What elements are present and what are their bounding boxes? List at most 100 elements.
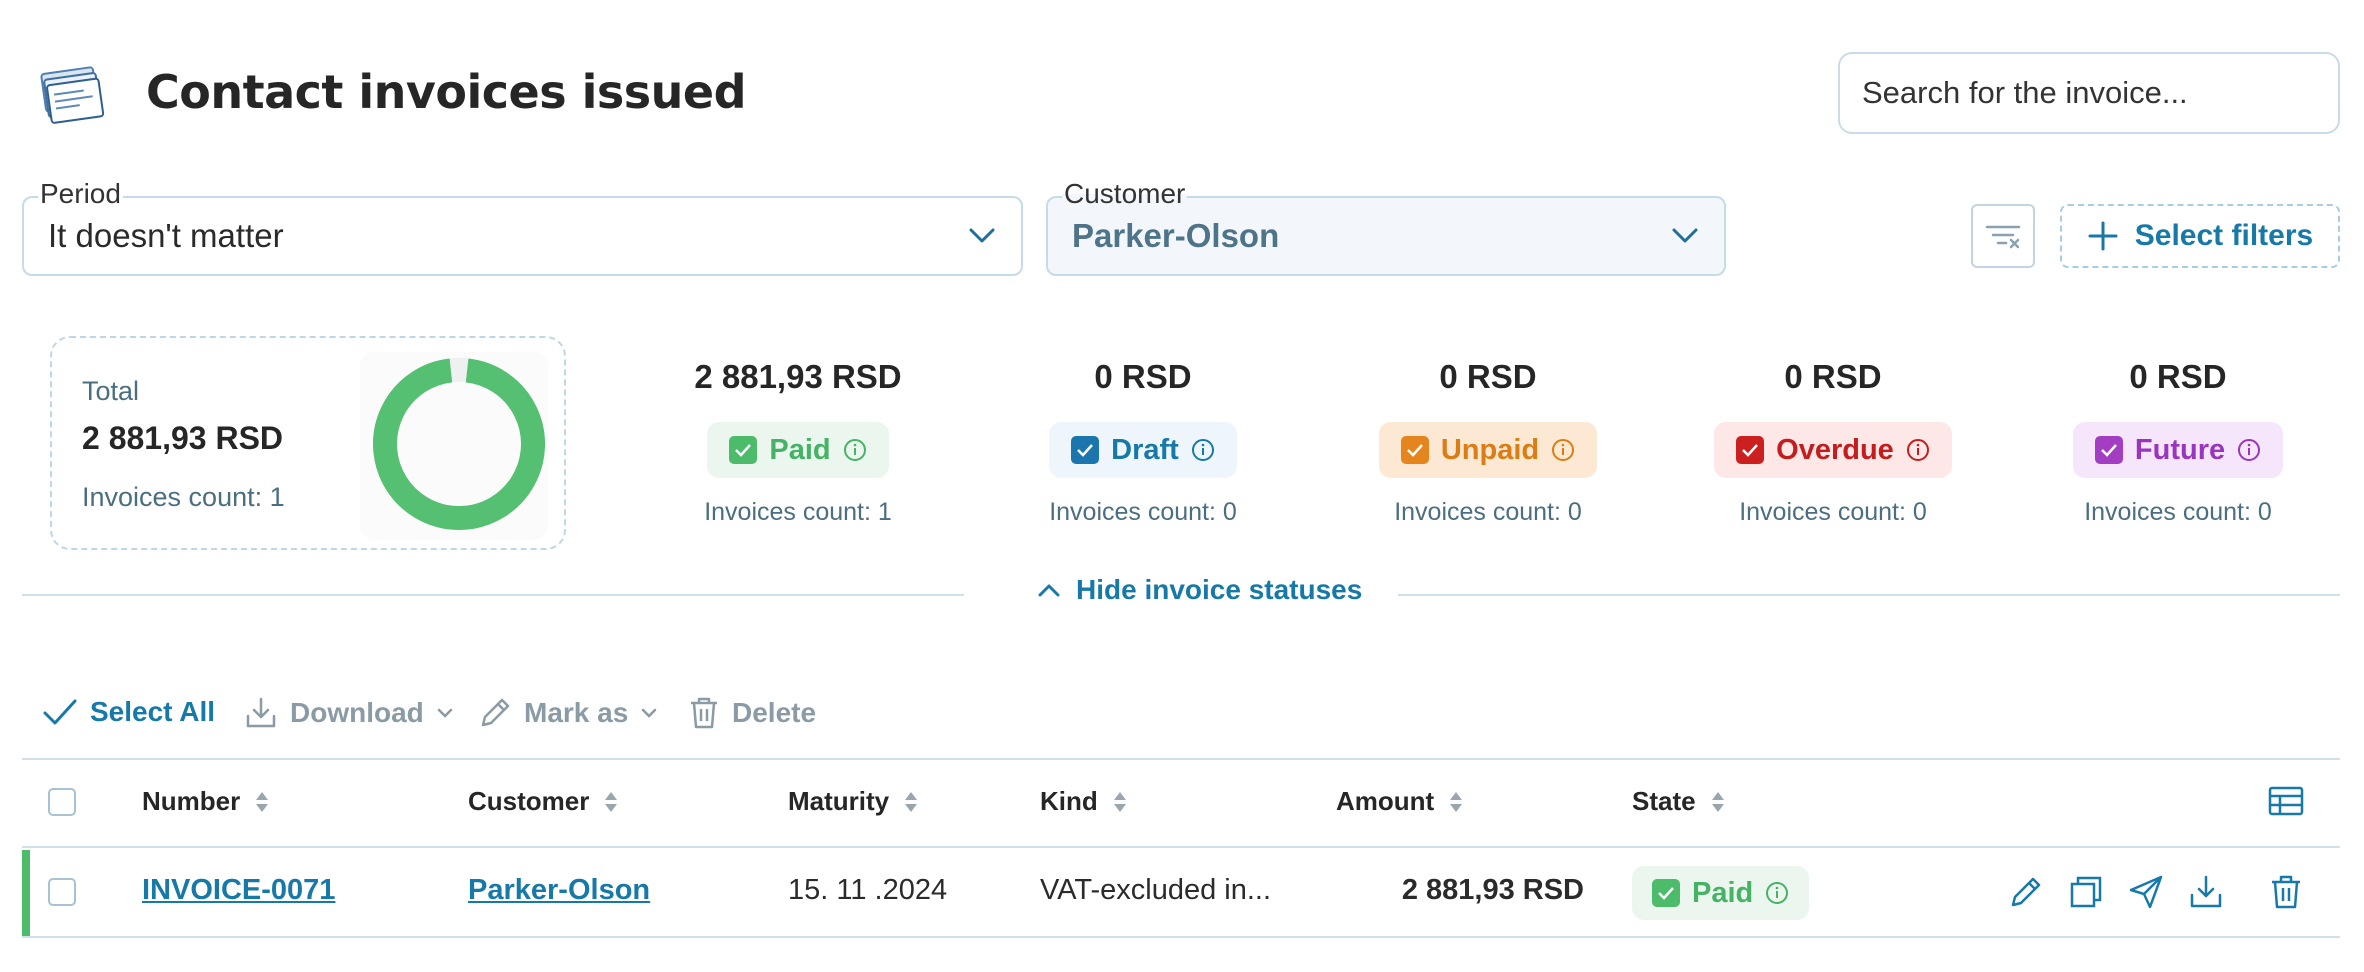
chevron-down-icon [969,228,995,243]
download-button[interactable]: Download [244,696,454,730]
search-input[interactable] [1838,52,2340,134]
invoice-number-link[interactable]: INVOICE-0071 [142,874,336,906]
kind-cell: VAT-excluded in... [1040,874,1272,906]
chevron-down-icon [1672,228,1698,243]
info-icon[interactable] [1906,438,1930,462]
checkbox-checked-icon [2094,436,2123,464]
column-header-label: Amount [1336,786,1435,816]
info-icon[interactable] [1765,881,1789,905]
divider [22,594,964,596]
column-header-maturity[interactable]: Maturity [788,786,919,817]
unpaid-amount: 0 RSD [1439,358,1537,395]
period-value: It doesn't matter [48,217,284,254]
mark-as-label: Mark as [524,697,629,728]
sort-icon [1711,791,1724,812]
pencil-icon [481,698,510,727]
period-label: Period [38,178,123,210]
status-overdue: 0 RSD Overdue Invoices count: 0 [1683,358,1983,527]
future-amount: 0 RSD [2129,358,2227,395]
status-unpaid: 0 RSD Unpaid Invoices count: 0 [1338,358,1638,527]
hide-statuses-label: Hide invoice statuses [1076,574,1363,605]
column-header-number[interactable]: Number [142,786,270,817]
select-filters-label: Select filters [2134,219,2314,252]
draft-label: Draft [1111,433,1179,466]
overdue-label: Overdue [1776,433,1894,466]
checkbox-checked-icon [1400,436,1429,464]
info-icon[interactable] [2237,438,2261,462]
row-checkbox[interactable] [48,878,76,906]
select-all-checkbox[interactable] [48,788,76,816]
mark-as-button[interactable]: Mark as [478,696,658,730]
unpaid-label: Unpaid [1440,433,1540,466]
paid-count: Invoices count: 1 [704,498,892,526]
future-badge[interactable]: Future [2072,422,2284,478]
divider [1398,594,2340,596]
sort-icon [1450,791,1463,812]
column-header-label: Kind [1040,786,1098,816]
customer-value: Parker-Olson [1072,217,1280,254]
checkbox-checked-icon [729,436,758,464]
status-donut-chart [360,352,548,540]
draft-badge[interactable]: Draft [1049,422,1237,478]
column-header-amount[interactable]: Amount [1336,786,1464,817]
info-icon[interactable] [1551,438,1575,462]
column-header-kind[interactable]: Kind [1040,786,1128,817]
select-all-button[interactable]: Select All [42,696,215,728]
overdue-count: Invoices count: 0 [1739,498,1927,526]
info-icon[interactable] [1191,438,1215,462]
maturity-cell: 15. 11 .2024 [788,874,948,906]
duplicate-icon[interactable] [2068,874,2104,910]
hide-statuses-toggle[interactable]: Hide invoice statuses [1030,574,1371,606]
total-card [50,336,566,550]
checkbox-checked-icon [1652,879,1680,907]
page-title: Contact invoices issued [146,65,747,119]
column-header-label: Maturity [788,786,890,816]
column-header-customer[interactable]: Customer [468,786,619,817]
plus-icon [2088,221,2118,251]
select-filters-button[interactable]: Select filters [2060,204,2340,268]
checkbox-checked-icon [1071,436,1100,464]
total-amount: 2 881,93 RSD [82,420,284,456]
sort-icon [605,791,618,812]
status-paid: 2 881,93 RSD Paid Invoices count: 1 [648,358,948,527]
chevron-down-icon [642,708,657,718]
customer-link[interactable]: Parker-Olson [468,874,651,906]
chevron-down-icon [437,708,453,718]
customer-select[interactable]: Customer Parker-Olson [1046,178,1726,276]
check-icon [43,699,77,725]
overdue-amount: 0 RSD [1784,358,1882,395]
invoices-stack-icon [40,66,105,124]
column-header-label: Customer [468,786,590,816]
trash-icon[interactable] [2268,874,2304,910]
unpaid-count: Invoices count: 0 [1394,498,1582,526]
future-count: Invoices count: 0 [2084,498,2272,526]
total-label: Total [82,376,140,406]
delete-button[interactable]: Delete [688,696,816,730]
amount-cell: 2 881,93 RSD [1401,874,1584,906]
paid-badge[interactable]: Paid [707,422,889,478]
future-label: Future [2134,433,2226,466]
edit-icon[interactable] [2008,874,2044,910]
draft-count: Invoices count: 0 [1049,498,1237,526]
select-all-label: Select All [90,696,216,727]
column-header-state[interactable]: State [1632,786,1726,817]
chevron-up-icon [1038,584,1060,597]
period-select[interactable]: Period It doesn't matter [22,178,1023,276]
sort-icon [256,791,269,812]
overdue-badge[interactable]: Overdue [1714,422,1952,478]
customer-label: Customer [1062,178,1188,210]
table-border [22,936,2340,938]
download-icon[interactable] [2188,874,2224,910]
info-icon[interactable] [843,438,867,462]
paid-label: Paid [769,433,831,466]
clear-filters-button[interactable] [1971,204,2035,268]
sort-icon [1113,791,1126,812]
column-header-label: State [1632,786,1696,816]
table-settings-icon[interactable] [2268,786,2304,816]
send-icon[interactable] [2128,874,2164,910]
filter-clear-icon [1985,225,2021,249]
column-header-label: Number [142,786,241,816]
sort-icon [905,791,918,812]
row-status-accent [22,850,30,936]
unpaid-badge[interactable]: Unpaid [1378,422,1598,478]
